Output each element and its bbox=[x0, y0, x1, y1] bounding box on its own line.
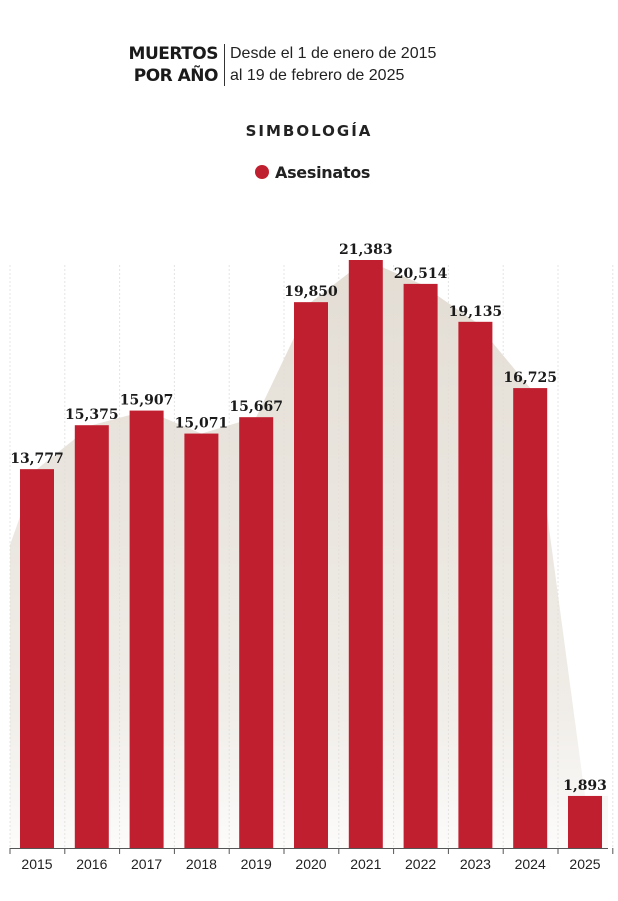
x-tick-2016: 2016 bbox=[76, 856, 107, 872]
bar-2016 bbox=[74, 425, 109, 848]
value-label-2023: 19,135 bbox=[449, 304, 503, 320]
legend: Asesinatos bbox=[255, 160, 370, 184]
x-tick-2017: 2017 bbox=[131, 856, 162, 872]
chart-title: MUERTOS POR AÑO bbox=[58, 43, 219, 87]
bar-2015 bbox=[20, 469, 54, 848]
x-tick-2023: 2023 bbox=[460, 856, 491, 872]
x-tick-2020: 2020 bbox=[295, 856, 326, 872]
bar-2017 bbox=[129, 410, 164, 848]
chart-title-line2: POR AÑO bbox=[133, 66, 219, 86]
legend-swatch bbox=[255, 165, 269, 179]
bar-2025 bbox=[568, 795, 602, 848]
value-label-2018: 15,071 bbox=[175, 416, 229, 432]
x-tick-2019: 2019 bbox=[241, 856, 272, 872]
bar-2024 bbox=[513, 388, 548, 848]
bar-2019 bbox=[239, 417, 274, 848]
bar-2022 bbox=[403, 283, 438, 848]
bar-2018 bbox=[184, 433, 219, 848]
value-label-2017: 15,907 bbox=[120, 393, 174, 409]
bar-2020 bbox=[294, 302, 328, 849]
title-divider bbox=[224, 44, 225, 86]
x-tick-2025: 2025 bbox=[569, 856, 600, 872]
value-label-2016: 15,375 bbox=[65, 407, 119, 423]
value-label-2025: 1,893 bbox=[563, 778, 607, 794]
x-tick-2015: 2015 bbox=[21, 856, 52, 872]
value-label-2019: 15,667 bbox=[229, 399, 283, 415]
x-tick-2024: 2024 bbox=[515, 856, 546, 872]
value-label-2015: 13,777 bbox=[10, 451, 64, 467]
legend-label: Asesinatos bbox=[275, 162, 371, 182]
chart-subtitle: Desde el 1 de enero de 2015 al 19 de feb… bbox=[230, 43, 530, 87]
chart-subtitle-line2: al 19 de febrero de 2025 bbox=[230, 67, 405, 84]
chart-header: MUERTOS POR AÑO Desde el 1 de enero de 2… bbox=[0, 40, 618, 90]
x-tick-2018: 2018 bbox=[186, 856, 217, 872]
value-label-2022: 20,514 bbox=[394, 266, 448, 282]
value-label-2021: 21,383 bbox=[339, 242, 393, 258]
bar-2023 bbox=[458, 321, 493, 848]
legend-title: SIMBOLOGÍA bbox=[245, 122, 373, 140]
chart-subtitle-line1: Desde el 1 de enero de 2015 bbox=[230, 45, 437, 62]
x-tick-2022: 2022 bbox=[405, 856, 436, 872]
x-tick-2021: 2021 bbox=[350, 856, 381, 872]
chart-title-line1: MUERTOS bbox=[128, 44, 219, 64]
bar-2021 bbox=[348, 260, 383, 848]
value-label-2024: 16,725 bbox=[503, 370, 557, 386]
value-label-2020: 19,850 bbox=[284, 284, 338, 300]
